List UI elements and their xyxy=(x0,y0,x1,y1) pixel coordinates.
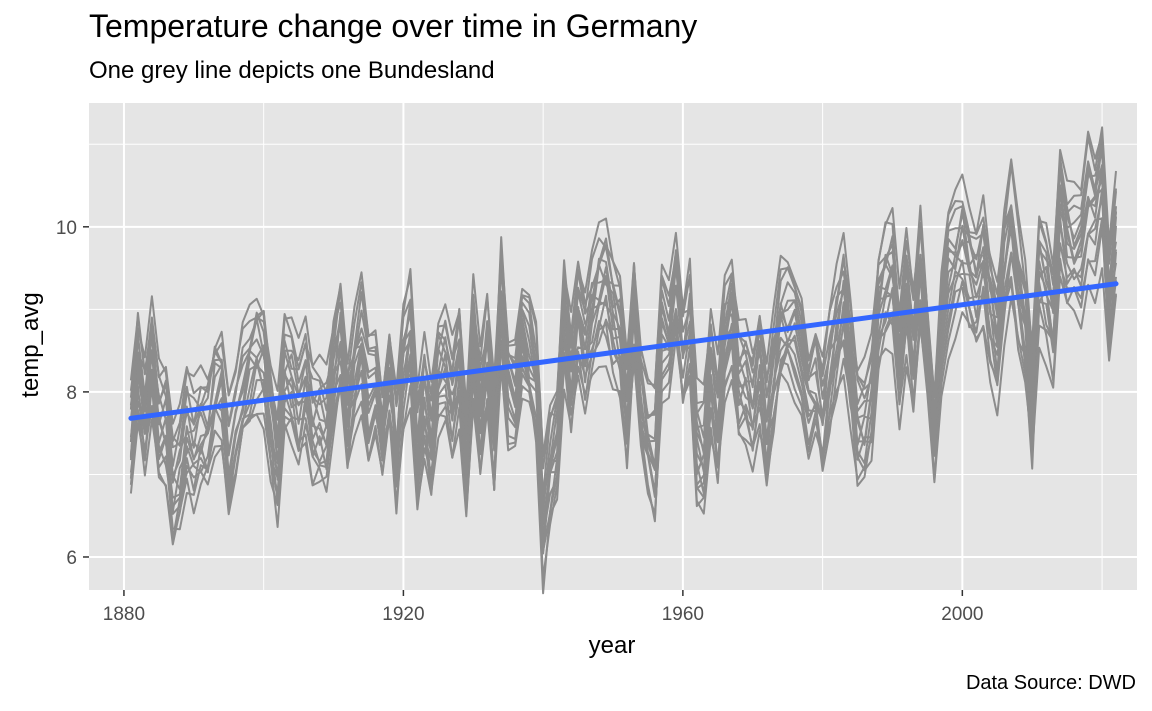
trend-layer xyxy=(128,281,1119,421)
x-tick-label: 1880 xyxy=(103,604,145,625)
chart-subtitle: One grey line depicts one Bundesland xyxy=(89,57,495,84)
data-source-caption: Data Source: DWD xyxy=(965,672,1136,694)
x-tick-label: 1920 xyxy=(382,604,424,625)
x-axis-title: year xyxy=(589,632,636,659)
y-tick-label: 8 xyxy=(66,383,77,404)
x-tick-label: 2000 xyxy=(941,604,983,625)
bundesland-series-line xyxy=(129,160,1117,458)
bundesland-series-line xyxy=(129,130,1117,457)
y-tick-label: 10 xyxy=(56,218,77,239)
chart-title: Temperature change over time in Germany xyxy=(89,8,698,44)
y-tick-label: 6 xyxy=(66,548,77,569)
x-tick-label: 1960 xyxy=(662,604,704,625)
bundesland-series-line xyxy=(129,144,1117,498)
trend-line xyxy=(128,281,1119,421)
axes-layer: 1880 1920 1960 2000 6 8 10 xyxy=(56,218,984,625)
y-axis-title: temp_avg xyxy=(17,292,44,397)
